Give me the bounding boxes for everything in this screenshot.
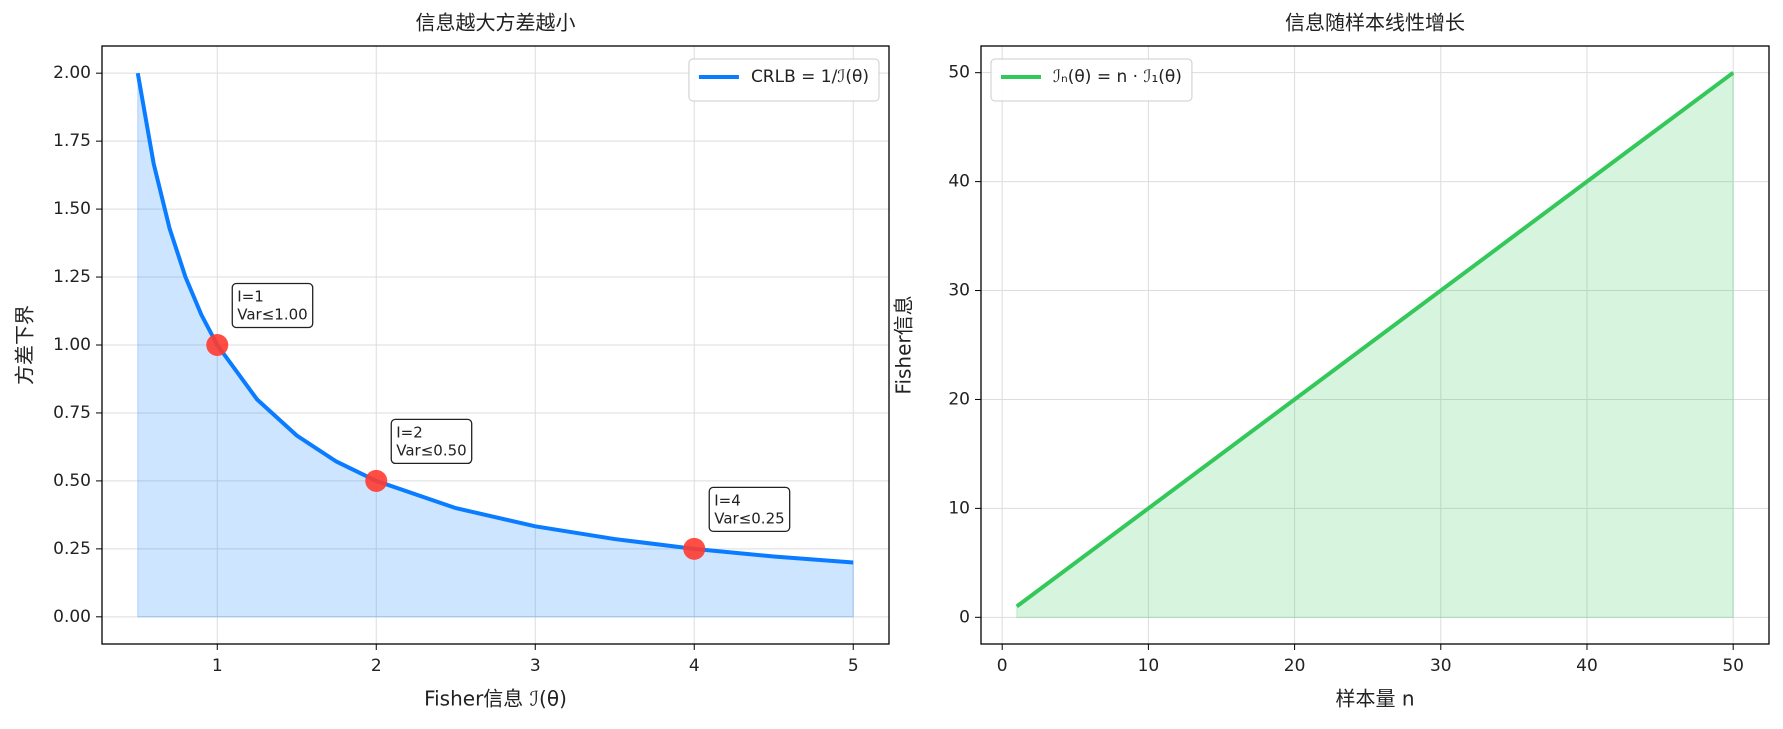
- x-tick-label: 10: [1138, 656, 1160, 676]
- x-tick-label: 0: [997, 656, 1008, 676]
- x-tick-label: 20: [1284, 656, 1306, 676]
- chart-title: 信息越大方差越小: [416, 11, 576, 35]
- y-tick-label: 0.00: [53, 607, 91, 627]
- y-tick-label: 0: [959, 607, 970, 627]
- x-tick-label: 5: [848, 656, 859, 676]
- x-tick-label: 50: [1722, 656, 1744, 676]
- y-tick-label: 0.75: [53, 403, 91, 423]
- y-tick-label: 1.75: [53, 131, 91, 151]
- annotation-text: Var≤0.50: [396, 441, 466, 459]
- line: [1015, 71, 1735, 609]
- plot-frame: [101, 45, 890, 645]
- annotation-box: [390, 418, 473, 465]
- legend: CRLB = 1/ℐ(θ): [688, 58, 880, 102]
- line: [135, 72, 854, 565]
- y-axis-label: 方差下界: [13, 305, 37, 385]
- x-tick-label: 1: [212, 656, 223, 676]
- y-tick-label: 0.25: [53, 539, 91, 559]
- annotation-box: [708, 486, 791, 533]
- x-tick-label: 4: [689, 656, 700, 676]
- x-tick-label: 40: [1576, 656, 1598, 676]
- y-tick-label: 50: [948, 63, 970, 83]
- annotation-text: Var≤0.25: [714, 509, 784, 527]
- legend-box: [688, 58, 880, 102]
- x-axis-label: Fisher信息 ℐ(θ): [424, 687, 567, 711]
- y-tick-label: 1.50: [53, 199, 91, 219]
- legend-label: ℐₙ(θ) = n · ℐ₁(θ): [1053, 67, 1182, 87]
- point: [206, 334, 229, 356]
- y-tick-label: 20: [948, 389, 970, 409]
- y-tick-label: 1.00: [53, 335, 91, 355]
- annotation-text: Var≤1.00: [237, 306, 307, 324]
- y-tick-label: 2.00: [53, 63, 91, 83]
- annotation-box: [231, 282, 314, 329]
- y-axis-label: Fisher信息: [892, 295, 916, 394]
- y-tick-label: 40: [948, 172, 970, 192]
- legend: ℐₙ(θ) = n · ℐ₁(θ): [990, 58, 1193, 102]
- y-tick-label: 0.50: [53, 471, 91, 491]
- x-tick-label: 2: [371, 656, 382, 676]
- annotation-text: I=2: [396, 423, 423, 441]
- y-tick-label: 30: [948, 281, 970, 301]
- x-tick-label: 3: [530, 656, 541, 676]
- x-tick-label: 30: [1430, 656, 1452, 676]
- y-tick-label: 10: [948, 498, 970, 518]
- point: [683, 537, 706, 560]
- y-tick-label: 1.25: [53, 267, 91, 287]
- chart-title: 信息随样本线性增长: [1285, 11, 1465, 35]
- legend-box: [990, 58, 1193, 102]
- legend-label: CRLB = 1/ℐ(θ): [751, 67, 869, 87]
- annotation-text: I=1: [237, 288, 264, 306]
- point: [365, 469, 388, 492]
- x-axis-label: 样本量 n: [1335, 687, 1414, 711]
- annotation-text: I=4: [714, 491, 741, 509]
- plot-frame: [980, 45, 1770, 645]
